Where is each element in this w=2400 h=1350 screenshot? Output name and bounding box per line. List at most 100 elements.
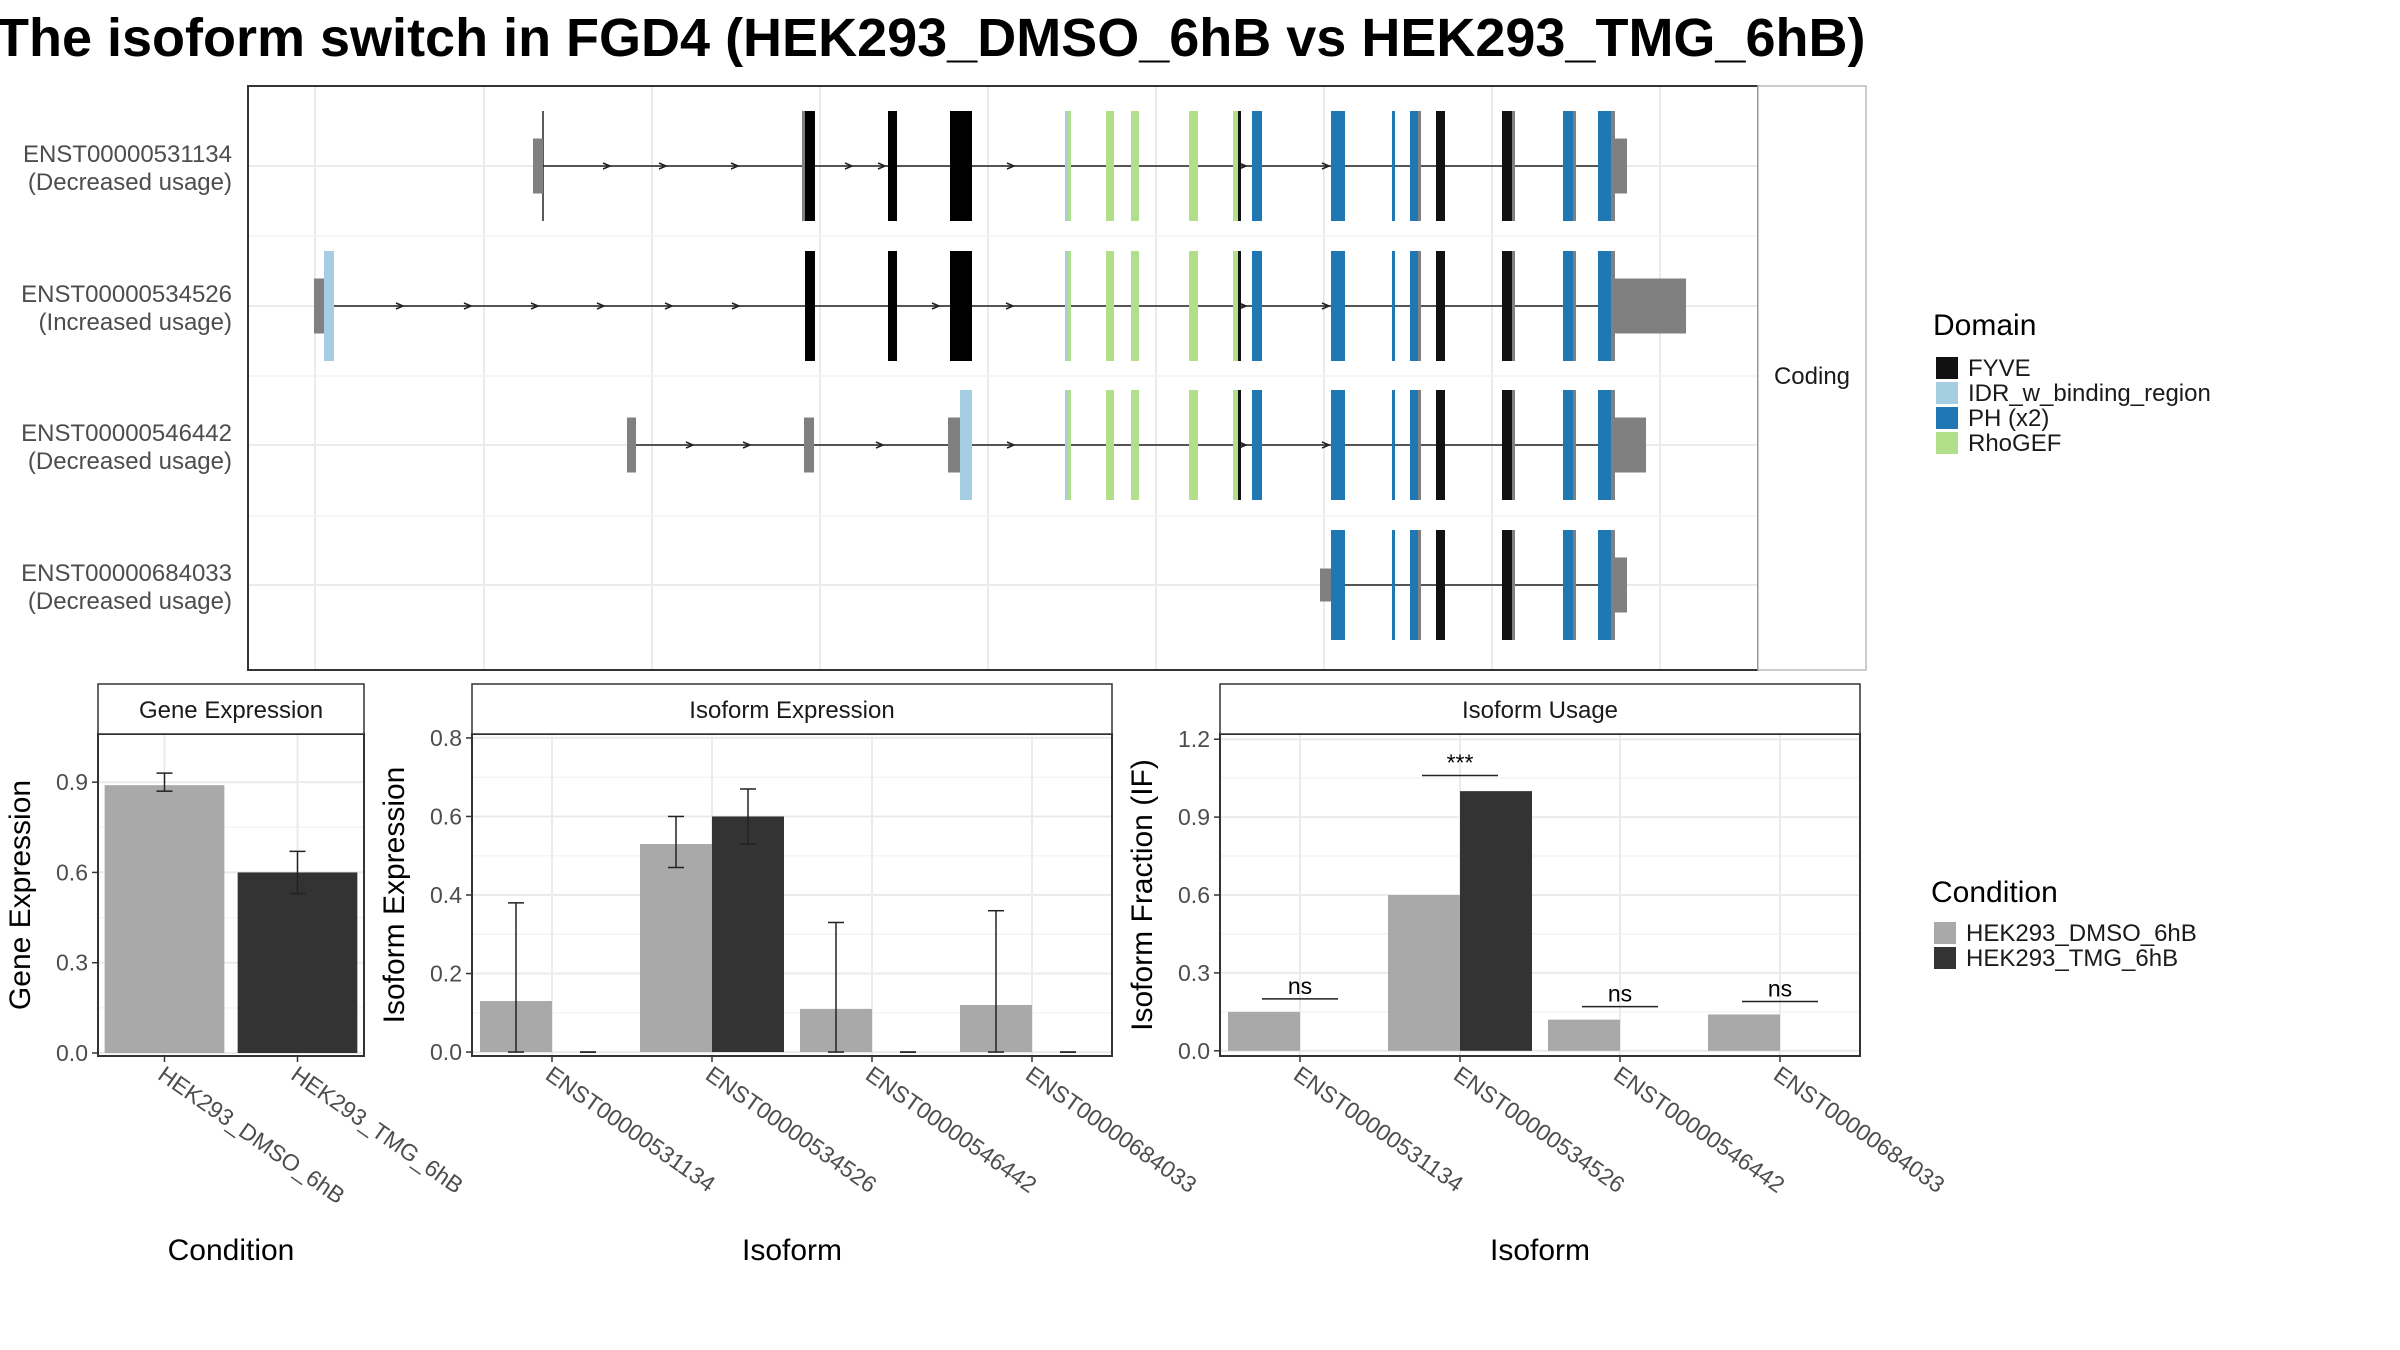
- utr-exon: [1512, 530, 1515, 640]
- utr-exon: [1573, 251, 1576, 361]
- utr-exon: [627, 417, 636, 473]
- x-tick-label: ENST00000534526: [701, 1061, 881, 1198]
- domain-exon: [1189, 251, 1198, 361]
- intron-direction-arrow: [395, 302, 405, 310]
- intron-direction-arrow: [730, 162, 740, 170]
- transcript-id-label: ENST00000546442: [21, 420, 232, 447]
- utr-exon: [1512, 390, 1515, 500]
- y-tick-label: 0.3: [56, 950, 88, 976]
- y-tick-label: 0.0: [1178, 1038, 1210, 1064]
- facet-strip-label: Coding: [1774, 363, 1850, 390]
- condition-legend-label: HEK293_DMSO_6hB: [1966, 920, 2197, 947]
- y-axis-title: Gene Expression: [4, 780, 37, 1010]
- y-tick-label: 0.0: [430, 1039, 462, 1065]
- x-axis-title: Isoform: [1490, 1234, 1590, 1267]
- condition-legend-title: Condition: [1931, 876, 2058, 909]
- domain-exon: [1331, 530, 1345, 640]
- intron-direction-arrow: [685, 441, 695, 449]
- utr-exon: [314, 278, 324, 334]
- utr-exon: [1418, 251, 1421, 361]
- intron-direction-arrow: [1321, 441, 1331, 449]
- intron-direction-arrow: [1238, 302, 1248, 310]
- panel-strip: [471, 683, 1113, 735]
- domain-exon: [1068, 390, 1071, 500]
- domain-exon: [950, 251, 972, 361]
- transcript-structure-panel: ENST00000531134(Decreased usage)ENST0000…: [21, 85, 1867, 671]
- domain-exon: [1436, 530, 1445, 640]
- domain-exon: [1598, 530, 1611, 640]
- utr-exon: [1418, 530, 1421, 640]
- intron-direction-arrow: [664, 302, 674, 310]
- bar-panel-3: 0.0 0.3 0.6 0.9 1.2 ns ENST00000531134 *** ENST0…: [1126, 683, 1950, 1267]
- domain-exon: [1238, 111, 1241, 221]
- utr-exon: [1611, 557, 1627, 613]
- domain-exon: [950, 111, 972, 221]
- domain-exon: [1563, 111, 1573, 221]
- domain-legend-swatch: [1936, 382, 1958, 404]
- utr-exon: [1611, 138, 1627, 194]
- y-tick-label: 0.8: [430, 725, 462, 751]
- domain-exon: [324, 251, 334, 361]
- x-tick-label: ENST00000546442: [1609, 1061, 1789, 1198]
- domain-exon: [805, 111, 815, 221]
- intron-direction-arrow: [596, 302, 606, 310]
- domain-exon: [1068, 111, 1071, 221]
- intron-direction-arrow: [530, 302, 540, 310]
- domain-exon: [1410, 530, 1418, 640]
- y-tick-label: 0.6: [1178, 882, 1210, 908]
- structure-panel-bg: [248, 86, 1758, 670]
- domain-exon: [1436, 251, 1445, 361]
- intron-direction-arrow: [602, 162, 612, 170]
- domain-exon: [805, 251, 815, 361]
- intron-direction-arrow: [742, 441, 752, 449]
- utr-exon: [1573, 111, 1576, 221]
- intron-direction-arrow: [1006, 441, 1016, 449]
- intron-direction-arrow: [1005, 302, 1015, 310]
- condition-legend-swatch: [1934, 922, 1956, 944]
- y-tick-label: 0.4: [430, 882, 462, 908]
- y-axis-title: Isoform Fraction (IF): [1126, 759, 1159, 1031]
- condition-legend-label: HEK293_TMG_6hB: [1966, 945, 2178, 972]
- transcript-usage-label: (Decreased usage): [28, 448, 232, 475]
- x-tick-label: ENST00000546442: [861, 1061, 1041, 1198]
- x-axis-title: Condition: [168, 1234, 295, 1267]
- x-axis-title: Isoform: [742, 1234, 842, 1267]
- domain-exon: [1410, 251, 1418, 361]
- domain-exon: [1392, 530, 1395, 640]
- intron-direction-arrow: [463, 302, 473, 310]
- domain-exon: [1563, 251, 1573, 361]
- bar: [1708, 1014, 1780, 1051]
- domain-exon: [888, 251, 897, 361]
- domain-exon: [1331, 111, 1345, 221]
- x-tick-label: ENST00000684033: [1769, 1061, 1949, 1198]
- domain-exon: [1392, 251, 1395, 361]
- utr-exon: [948, 417, 960, 473]
- domain-exon: [1238, 390, 1241, 500]
- domain-exon: [1068, 251, 1071, 361]
- domain-exon: [1065, 390, 1069, 500]
- domain-exon: [1598, 111, 1611, 221]
- domain-exon: [888, 111, 897, 221]
- intron-direction-arrow: [844, 162, 854, 170]
- domain-exon: [1252, 111, 1262, 221]
- y-tick-label: 0.2: [430, 961, 462, 987]
- y-tick-label: 0.9: [56, 769, 88, 795]
- utr-exon: [1418, 111, 1421, 221]
- intron-direction-arrow: [877, 162, 887, 170]
- domain-exon: [1238, 251, 1241, 361]
- bar-panel-2: 0.00.20.40.60.8ENST00000531134ENST000005…: [378, 683, 1202, 1267]
- utr-exon: [804, 417, 814, 473]
- transcript-usage-label: (Decreased usage): [28, 169, 232, 196]
- utr-exon: [1611, 417, 1646, 473]
- domain-exon: [1502, 111, 1512, 221]
- figure-title: The isoform switch in FGD4 (HEK293_DMSO_…: [0, 8, 1865, 68]
- intron-direction-arrow: [658, 162, 668, 170]
- x-tick-label: ENST00000534526: [1449, 1061, 1629, 1198]
- panel-strip: [1219, 683, 1861, 735]
- utr-exon: [1573, 390, 1576, 500]
- domain-exon: [1189, 111, 1198, 221]
- intron-direction-arrow: [931, 302, 941, 310]
- domain-exon: [1065, 111, 1069, 221]
